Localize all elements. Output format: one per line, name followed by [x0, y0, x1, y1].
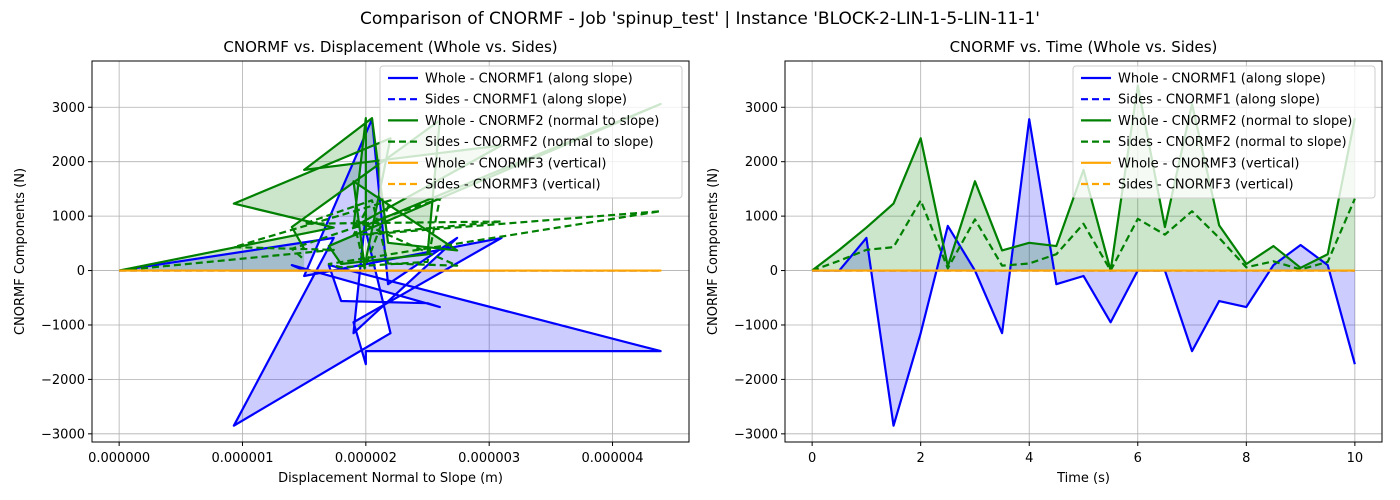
y-tick-label: 0 [770, 264, 778, 279]
y-tick-label: −2000 [734, 373, 778, 388]
x-axis-label: Displacement Normal to Slope (m) [278, 471, 503, 486]
chart-title: CNORMF vs. Displacement (Whole vs. Sides… [223, 38, 557, 56]
area-fill-whole-cnormf1 [119, 119, 661, 426]
series-line-sides-cnormf2 [119, 197, 662, 272]
figure-title: Comparison of CNORMF - Job 'spinup_test'… [360, 9, 1040, 29]
legend-label-sides-cnormf1: Sides - CNORMF1 (along slope) [425, 93, 627, 108]
x-tick-label: 0.000004 [582, 451, 644, 466]
y-tick-label: 1000 [745, 210, 778, 225]
x-tick-label: 4 [1025, 451, 1033, 466]
series-line-sides-cnormf2 [811, 198, 1356, 272]
x-tick-label: 8 [1242, 451, 1250, 466]
y-axis-label: CNORMF Components (N) [706, 168, 721, 335]
legend-label-whole-cnormf2: Whole - CNORMF2 (normal to slope) [425, 114, 659, 129]
y-tick-label: 2000 [745, 155, 778, 170]
legend-label-whole-cnormf2: Whole - CNORMF2 (normal to slope) [1118, 114, 1352, 129]
y-tick-label: 3000 [745, 101, 778, 116]
y-axis-label: CNORMF Components (N) [13, 168, 28, 335]
legend-box [379, 65, 683, 199]
y-tick-label: 1000 [52, 210, 85, 225]
y-tick-label: −3000 [41, 427, 85, 442]
legend-label-sides-cnormf3: Sides - CNORMF3 (vertical) [425, 178, 601, 193]
x-tick-label: 0.000000 [88, 451, 150, 466]
x-tick-label: 10 [1347, 451, 1364, 466]
x-tick-label: 0.000003 [458, 451, 520, 466]
area-fill-whole-cnormf1 [812, 119, 1355, 426]
legend-label-sides-cnormf1: Sides - CNORMF1 (along slope) [1118, 93, 1320, 108]
legend: Whole - CNORMF1 (along slope) Sides - CNO… [379, 65, 683, 199]
y-tick-label: 3000 [52, 101, 85, 116]
chart-title: CNORMF vs. Time (Whole vs. Sides) [950, 38, 1218, 56]
legend-label-whole-cnormf3: Whole - CNORMF3 (vertical) [425, 156, 606, 171]
y-tick-label: 2000 [52, 155, 85, 170]
chart-time: 0 2 4 6 8 10 −3000 −2000 −1000 0 1000 2000 3000 CNORM… [706, 38, 1383, 486]
x-tick-label: 0.000001 [211, 451, 273, 466]
series-line-whole-cnormf1 [812, 118, 1356, 427]
series-line-whole-cnormf1 [118, 118, 662, 427]
legend-label-whole-cnormf1: Whole - CNORMF1 (along slope) [425, 72, 633, 87]
x-tick-label: 0.000002 [335, 451, 397, 466]
x-tick-label: 0 [808, 451, 816, 466]
x-axis-label: Time (s) [1056, 471, 1110, 486]
y-tick-label: −3000 [734, 427, 778, 442]
y-tick-label: −2000 [41, 373, 85, 388]
x-tick-label: 6 [1134, 451, 1142, 466]
legend-label-sides-cnormf3: Sides - CNORMF3 (vertical) [1118, 178, 1294, 193]
y-tick-label: −1000 [41, 318, 85, 333]
legend-label-whole-cnormf1: Whole - CNORMF1 (along slope) [1118, 72, 1326, 87]
legend-box [1072, 65, 1376, 199]
axes-frame [91, 60, 690, 443]
y-tick-label: −1000 [734, 318, 778, 333]
y-tick-label: 0 [77, 264, 85, 279]
chart-displacement: 0.000000 0.000001 0.000002 0.000003 0.000004… [13, 38, 690, 486]
axes-frame [784, 60, 1383, 443]
x-tick-label: 2 [917, 451, 925, 466]
legend-label-whole-cnormf3: Whole - CNORMF3 (vertical) [1118, 156, 1299, 171]
legend-label-sides-cnormf2: Sides - CNORMF2 (normal to slope) [1118, 135, 1347, 150]
legend-label-sides-cnormf2: Sides - CNORMF2 (normal to slope) [425, 135, 654, 150]
legend: Whole - CNORMF1 (along slope) Sides - CNO… [1072, 65, 1376, 199]
